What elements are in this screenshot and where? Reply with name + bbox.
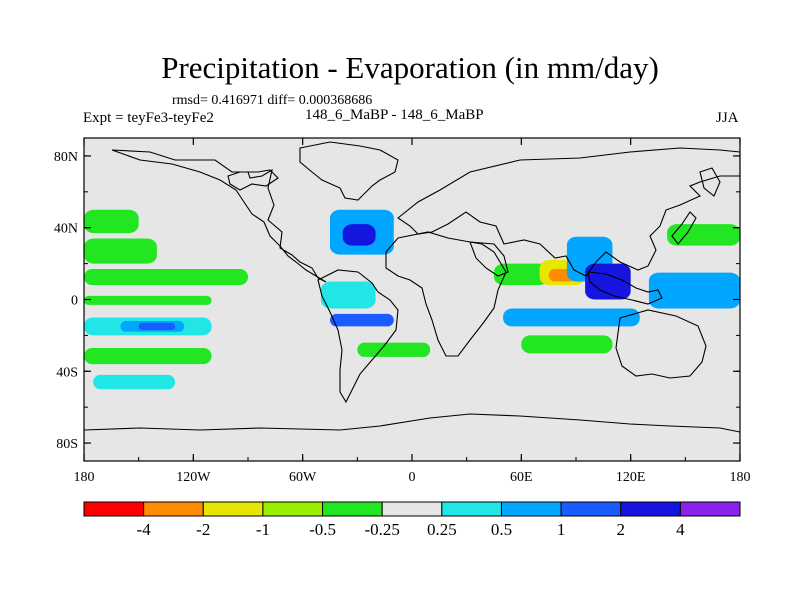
contour-patch bbox=[84, 347, 212, 365]
contour-patch bbox=[330, 313, 394, 327]
contour-patch bbox=[84, 209, 139, 234]
left-label: Expt = teyFe3-teyFe2 bbox=[83, 110, 214, 126]
stats-line: rmsd= 0.416971 diff= 0.000368686 bbox=[172, 93, 373, 108]
contour-patch bbox=[503, 308, 640, 327]
colorbar-swatch bbox=[560, 501, 622, 517]
colorbar-swatch bbox=[322, 501, 383, 517]
lat-tick-label: 80N bbox=[54, 150, 78, 165]
lat-tick-label: 0 bbox=[71, 294, 78, 309]
colorbar-swatch bbox=[143, 501, 204, 517]
colorbar-label: -1 bbox=[256, 520, 270, 539]
coastlines bbox=[84, 141, 740, 461]
lat-tick-label: 40N bbox=[54, 222, 78, 237]
lon-tick-label: 60W bbox=[289, 470, 317, 485]
colorbar-swatch bbox=[500, 501, 562, 517]
contour-field bbox=[84, 209, 740, 390]
lon-tick-label: 0 bbox=[409, 470, 416, 485]
lat-tick-label: 80S bbox=[56, 437, 78, 452]
contour-patch bbox=[667, 224, 740, 246]
colorbar-label: 0.5 bbox=[491, 520, 512, 539]
colorbar-swatch bbox=[441, 501, 502, 517]
colorbar-label: 2 bbox=[616, 520, 625, 539]
contour-patch bbox=[648, 272, 740, 309]
colorbar-label: -2 bbox=[196, 520, 210, 539]
colorbar-swatch bbox=[679, 501, 741, 517]
contour-patch bbox=[84, 295, 212, 305]
center-label: 148_6_MaBP - 148_6_MaBP bbox=[305, 107, 484, 123]
colorbar-swatch bbox=[262, 501, 324, 517]
colorbar: -4 -2 -1 -0.5 -0.25 0.25 0.5 1 2 4 bbox=[83, 501, 741, 539]
lon-tick-label: 120E bbox=[616, 470, 646, 485]
colorbar-label: -4 bbox=[137, 520, 152, 539]
colorbar-swatch bbox=[83, 501, 145, 517]
contour-patch bbox=[138, 322, 176, 331]
lon-tick-label: 180 bbox=[730, 470, 751, 485]
lon-tick-label: 60E bbox=[510, 470, 533, 485]
colorbar-swatch bbox=[381, 501, 443, 517]
colorbar-label: -0.5 bbox=[309, 520, 336, 539]
contour-patch bbox=[93, 374, 176, 390]
lon-tick-label: 120W bbox=[176, 470, 211, 485]
contour-patch bbox=[320, 281, 376, 309]
plot-title: Precipitation - Evaporation (in mm/day) bbox=[161, 50, 659, 85]
contour-patch bbox=[342, 224, 376, 246]
lon-axis: 180 120W 60W 0 60E 120E 180 bbox=[74, 138, 751, 485]
colorbar-swatch bbox=[620, 501, 681, 517]
colorbar-swatch bbox=[202, 501, 264, 517]
colorbar-label: 4 bbox=[676, 520, 685, 539]
season-label: JJA bbox=[716, 110, 739, 126]
colorbar-label: 0.25 bbox=[427, 520, 457, 539]
contour-patch bbox=[84, 238, 157, 264]
lat-tick-label: 40S bbox=[56, 365, 78, 380]
lon-tick-label: 180 bbox=[74, 470, 95, 485]
contour-patch bbox=[84, 268, 248, 286]
lat-axis: 80N 40N 0 40S 80S bbox=[54, 150, 740, 452]
colorbar-label: -0.25 bbox=[364, 520, 399, 539]
colorbar-label: 1 bbox=[557, 520, 566, 539]
contour-patch bbox=[521, 335, 613, 354]
contour-patch bbox=[357, 342, 431, 357]
